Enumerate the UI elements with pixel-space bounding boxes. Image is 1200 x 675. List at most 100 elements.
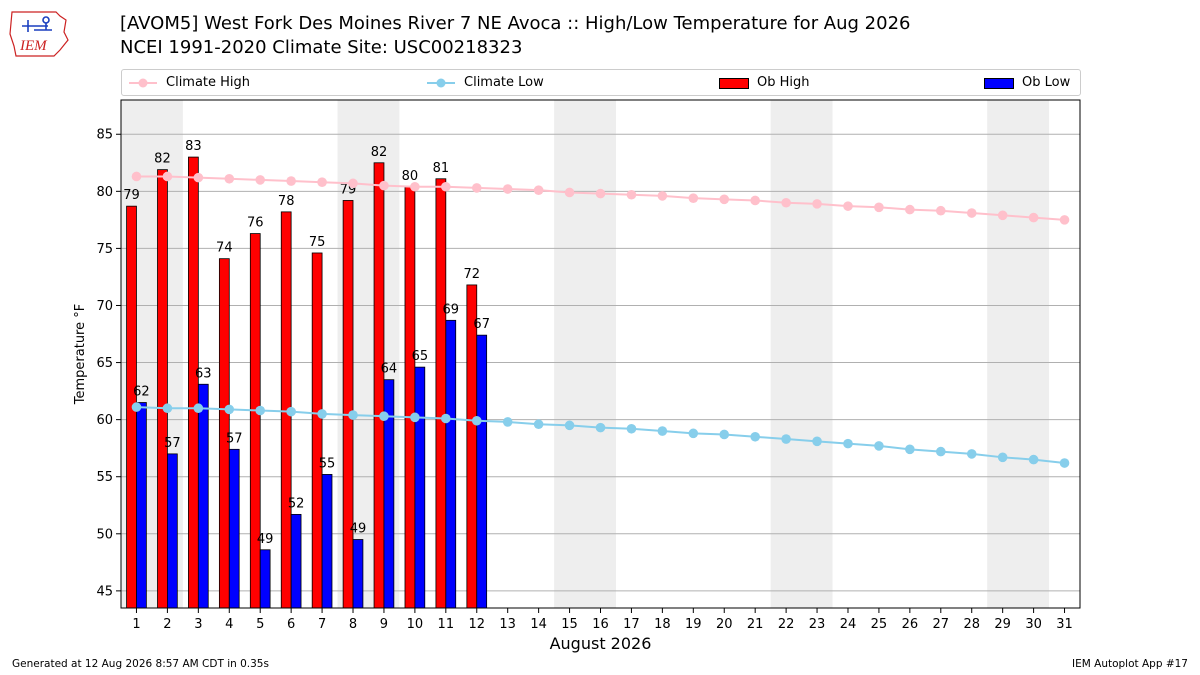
climate-low-point	[193, 403, 204, 414]
legend-ob-high-label: Ob High	[757, 75, 810, 90]
ob-low-bar	[476, 334, 488, 609]
x-tick-label: 13	[499, 617, 516, 632]
ob-high-bar	[311, 252, 323, 609]
ob-low-bar	[321, 474, 333, 609]
ob-low-value-label: 65	[412, 349, 429, 364]
x-tick-label: 8	[349, 617, 357, 632]
ob-low-value-label: 49	[350, 522, 367, 537]
climate-low-point	[348, 410, 358, 420]
climate-high-line-icon	[129, 78, 157, 87]
climate-high-point	[935, 205, 946, 216]
climate-low-point	[935, 446, 946, 457]
ob-high-value-label: 75	[309, 235, 326, 250]
ob-high-value-label: 79	[123, 188, 140, 203]
ob-low-bar	[228, 448, 240, 609]
ob-high-value-label: 81	[433, 161, 450, 176]
ob-low-bar	[136, 402, 147, 609]
weekend-band	[770, 100, 833, 608]
x-tick-label: 6	[287, 617, 295, 632]
climate-low-point	[502, 417, 513, 427]
climate-high-point	[905, 204, 915, 215]
y-tick-label: 65	[96, 356, 113, 371]
climate-low-point	[162, 403, 173, 414]
ob-high-value-label: 82	[371, 145, 388, 160]
x-tick-label: 15	[561, 617, 578, 632]
climate-low-point	[595, 422, 606, 433]
ob-low-swatch-icon	[984, 77, 1014, 89]
ob-high-swatch-icon	[719, 77, 749, 89]
weekend-band	[987, 100, 1050, 608]
x-tick-label: 27	[933, 617, 950, 632]
climate-low-point	[966, 449, 977, 459]
x-tick-label: 16	[592, 617, 609, 632]
chart-subtitle: NCEI 1991-2020 Climate Site: USC00218323	[120, 37, 523, 58]
climate-high-point	[193, 172, 204, 183]
iem-logo: IEM	[8, 6, 72, 62]
x-tick-label: 17	[623, 617, 640, 632]
ob-high-value-label: 83	[185, 139, 202, 154]
climate-low-point	[750, 431, 760, 442]
legend-climate-high-label: Climate High	[166, 75, 251, 90]
ob-high-bar	[466, 284, 478, 609]
chart-title: [AVOM5] West Fork Des Moines River 7 NE …	[120, 13, 911, 34]
climate-low-point	[812, 436, 822, 447]
climate-low-line-icon	[427, 78, 455, 87]
weekend-band	[554, 100, 616, 608]
x-tick-label: 21	[747, 617, 764, 632]
climate-low-point	[379, 411, 389, 422]
x-tick-label: 10	[407, 617, 424, 632]
ob-low-value-label: 69	[442, 302, 459, 317]
climate-high-point	[162, 171, 173, 182]
ob-low-bar	[259, 549, 271, 609]
svg-text:IEM: IEM	[19, 38, 48, 54]
x-axis-label: August 2026	[550, 634, 652, 653]
ob-high-value-label: 80	[402, 169, 419, 184]
climate-low-point	[688, 428, 699, 439]
ob-high-bar	[342, 200, 354, 609]
x-tick-label: 2	[163, 617, 171, 632]
climate-high-point	[688, 193, 699, 203]
x-tick-label: 1	[132, 617, 140, 632]
climate-high-point	[255, 175, 266, 185]
x-tick-label: 28	[963, 617, 980, 632]
x-tick-label: 4	[225, 617, 233, 632]
x-tick-label: 30	[1025, 617, 1042, 632]
climate-low-point	[410, 412, 420, 423]
climate-high-point	[502, 184, 513, 194]
climate-high-point	[812, 199, 822, 209]
x-tick-label: 26	[902, 617, 919, 632]
ob-high-bar	[188, 156, 199, 609]
climate-low-point	[657, 426, 668, 436]
legend-ob-low-label: Ob Low	[1022, 75, 1071, 90]
y-tick-label: 75	[96, 242, 113, 257]
x-tick-label: 29	[994, 617, 1011, 632]
chart-legend: Climate High Climate Low Ob High Ob Low	[121, 69, 1081, 96]
climate-high-point	[131, 171, 142, 182]
climate-high-point	[471, 183, 482, 193]
ob-high-value-label: 78	[278, 194, 295, 209]
climate-high-point	[286, 176, 296, 186]
climate-high-point	[966, 208, 977, 218]
generated-timestamp: Generated at 12 Aug 2026 8:57 AM CDT in …	[12, 658, 269, 670]
climate-high-point	[750, 195, 760, 206]
ob-low-value-label: 67	[473, 317, 490, 332]
x-tick-label: 11	[438, 617, 455, 632]
ob-low-value-label: 55	[319, 456, 336, 471]
x-tick-label: 22	[778, 617, 795, 632]
climate-high-point	[781, 197, 791, 208]
legend-ob-high: Ob High	[719, 70, 810, 95]
climate-low-point	[1028, 454, 1039, 465]
climate-high-point	[874, 202, 884, 213]
y-axis-label: Temperature °F	[73, 304, 88, 405]
x-tick-label: 9	[380, 617, 388, 632]
climate-low-point	[781, 434, 791, 444]
climate-high-point	[533, 185, 544, 195]
climate-high-point	[1059, 215, 1070, 225]
y-tick-label: 60	[96, 413, 113, 428]
y-tick-label: 45	[96, 584, 113, 599]
y-tick-label: 85	[96, 128, 113, 143]
climate-low-point	[626, 423, 637, 434]
ob-low-value-label: 64	[381, 362, 398, 377]
ob-low-value-label: 57	[164, 436, 181, 451]
